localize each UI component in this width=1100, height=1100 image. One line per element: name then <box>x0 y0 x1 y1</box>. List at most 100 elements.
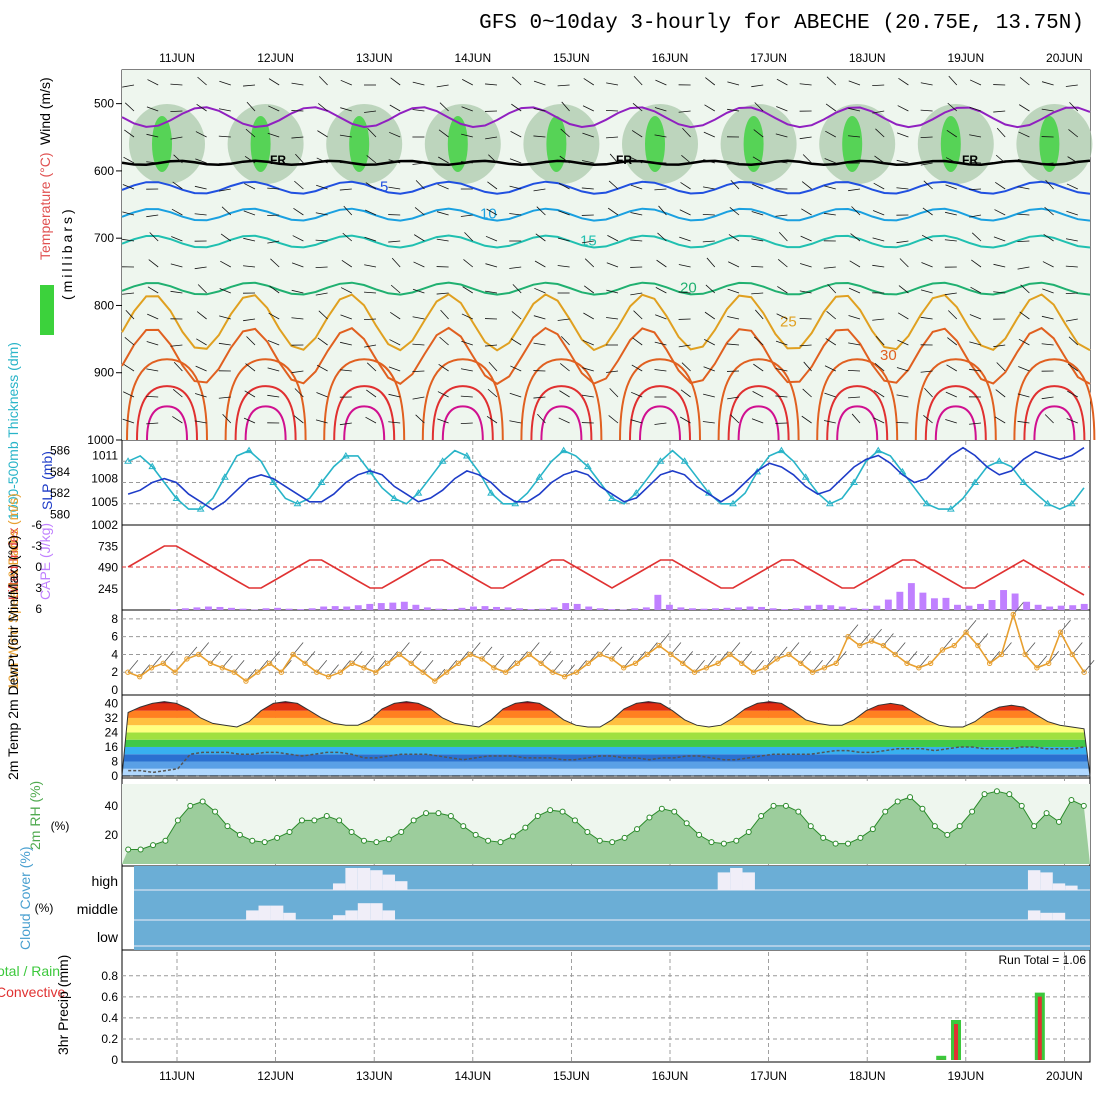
date-tick-bottom: 11JUN <box>159 1069 195 1083</box>
wind-barb <box>946 364 958 372</box>
panel-frame <box>121 609 1091 696</box>
wind-barb <box>993 110 1006 113</box>
rh-point <box>770 802 777 809</box>
wind-barb <box>680 416 691 424</box>
wind-barb <box>823 212 836 216</box>
wind-point <box>656 642 662 649</box>
wind-barb <box>149 232 159 242</box>
wind-barb <box>461 133 473 138</box>
wind-barb <box>970 286 982 294</box>
wind-barb <box>946 129 958 138</box>
wind-barb <box>412 343 425 346</box>
wind-point <box>573 669 580 675</box>
isotherm-label-15: 15 <box>580 233 597 250</box>
cape-bar <box>470 606 477 610</box>
cape-bar <box>1080 603 1088 610</box>
wind-barb <box>848 315 861 320</box>
wind-barb <box>996 127 1006 138</box>
wind-barb <box>727 343 740 346</box>
wind-barb <box>243 318 256 322</box>
thickness-line <box>127 449 1085 510</box>
cape-bar <box>965 605 973 610</box>
cape-bar <box>884 599 892 610</box>
cloud-high-bar <box>332 883 346 890</box>
wind-barb <box>267 240 280 244</box>
cloud-unit: (%) <box>35 901 54 915</box>
rh-point <box>758 813 765 819</box>
wind-barb <box>825 103 837 112</box>
rh-point <box>174 817 181 824</box>
wind-barb <box>170 290 183 294</box>
wind-barb <box>923 414 933 424</box>
wind-barb <box>462 79 473 86</box>
wind-barb <box>920 289 933 294</box>
cloud-high-bar <box>1027 870 1041 890</box>
wind-barb <box>148 259 159 268</box>
thickness-point <box>608 494 616 501</box>
cape-tick-label: 735 <box>98 539 118 553</box>
rh-point <box>150 842 157 849</box>
rh-point <box>993 788 1000 795</box>
wind-barb <box>558 417 570 424</box>
rh-point <box>1006 791 1013 798</box>
wind-barb <box>630 391 643 398</box>
wind-barb <box>195 131 207 138</box>
wind-barb <box>948 75 958 86</box>
wind-barb <box>680 182 691 190</box>
wind-barb <box>825 130 836 138</box>
wind-barb <box>293 207 304 216</box>
wind-point <box>479 656 485 662</box>
wind-barb <box>945 419 957 424</box>
wind-barb <box>969 422 982 425</box>
wind-barb <box>294 388 304 398</box>
thickness-tick-label: 582 <box>50 486 70 500</box>
wind-barb <box>122 184 135 190</box>
rh-point <box>571 817 578 824</box>
wind-barb <box>968 188 982 191</box>
date-tick-top: 18JUN <box>849 51 886 65</box>
wind-point <box>892 651 898 658</box>
cape-bar <box>700 608 708 610</box>
wind-barb <box>560 336 570 346</box>
wind-point <box>231 669 237 675</box>
rh-point <box>547 807 554 814</box>
cape-bar <box>435 608 443 610</box>
isotherm-30-arch <box>520 358 603 441</box>
wind-barb <box>633 310 643 320</box>
wind-barb <box>753 363 764 372</box>
wind-barb <box>824 392 836 398</box>
wind-barb <box>485 83 498 86</box>
temperature-axis-label: Temperature (°C) <box>37 152 53 260</box>
wind-barb <box>412 288 425 294</box>
thickness-point <box>462 451 471 459</box>
rh-core <box>842 116 863 172</box>
thickness-point <box>632 489 641 496</box>
thickness-point <box>946 505 955 512</box>
wind-barb <box>823 420 836 424</box>
wind-point <box>845 633 851 640</box>
wind-barb <box>291 82 304 86</box>
cape-bar <box>204 606 212 610</box>
cloud-level-label: middle <box>77 901 118 917</box>
date-tick-top: 12JUN <box>257 51 294 65</box>
rh-point <box>584 829 591 835</box>
rh-tick-label: 20 <box>105 828 119 842</box>
wind-barb <box>146 161 159 164</box>
wind-barb <box>993 344 1006 348</box>
wind-barb <box>582 339 594 346</box>
isotherm-30-arch <box>619 358 701 441</box>
thickness-point <box>172 494 181 501</box>
cape-bar <box>677 607 685 610</box>
rh-point <box>882 808 889 815</box>
rh-point <box>460 823 467 830</box>
cape-bar <box>919 592 927 610</box>
wind-point <box>278 669 285 675</box>
wind-barb <box>123 156 135 164</box>
isotherm-35-arch <box>727 385 790 441</box>
cape-bar <box>838 606 846 610</box>
wind-barb <box>969 341 982 346</box>
isotherm-35-arch <box>629 385 691 441</box>
temp-tick-label: 24 <box>105 725 119 739</box>
wind-point <box>939 647 946 653</box>
freezing-label: FR <box>962 153 978 167</box>
